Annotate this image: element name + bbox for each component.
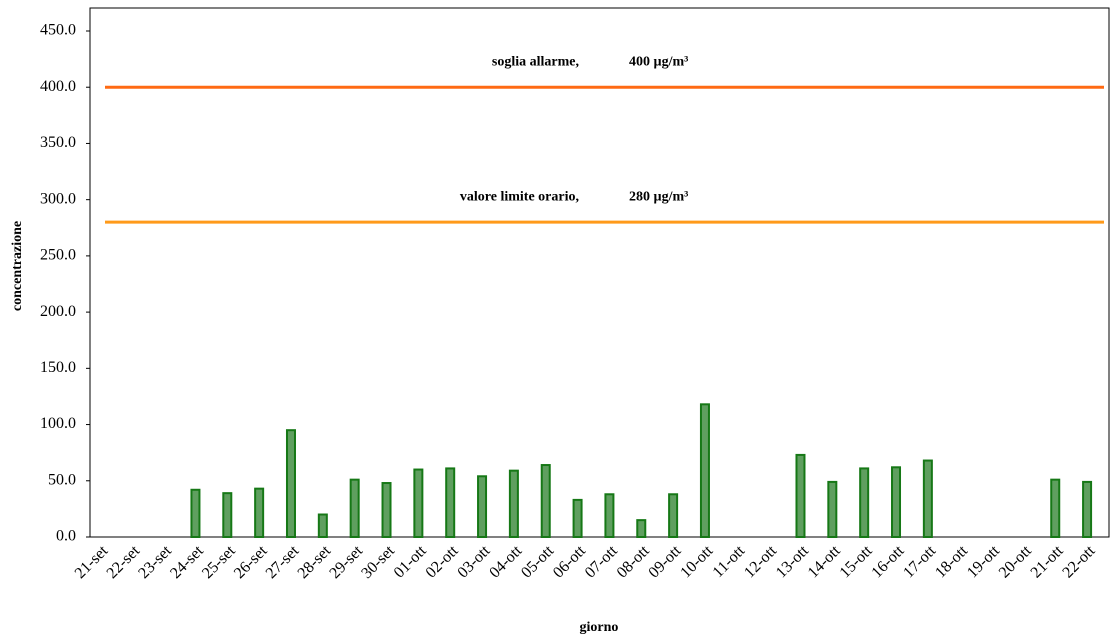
reference-name: valore limite orario,: [460, 189, 579, 204]
y-tick-label: 100.0: [40, 415, 76, 432]
bar: [477, 475, 488, 538]
y-axis-title: concentrazione: [10, 221, 25, 311]
bar: [285, 429, 296, 538]
x-tick-label: 12-ott: [741, 542, 780, 581]
bar: [572, 498, 583, 539]
x-tick-label: 15-ott: [837, 542, 876, 581]
x-tick-label: 11-ott: [710, 542, 749, 581]
x-tick-label: 21-ott: [1028, 542, 1067, 581]
reference-label: 400 µg/m³: [629, 54, 688, 69]
x-tick-label: 22-set: [104, 542, 144, 582]
x-tick-label: 09-ott: [645, 542, 684, 581]
bar: [381, 482, 392, 539]
x-tick-label: 07-ott: [582, 542, 621, 581]
x-tick-label: 20-ott: [996, 542, 1035, 581]
x-tick-label: 06-ott: [550, 542, 589, 581]
bar: [317, 513, 328, 538]
x-tick-label: 01-ott: [391, 542, 430, 581]
bar: [636, 519, 647, 539]
x-tick-label: 28-set: [295, 542, 335, 582]
x-tick-label: 14-ott: [805, 542, 844, 581]
y-tick-label: 300.0: [40, 190, 76, 207]
bar: [445, 467, 456, 538]
x-tick-label: 18-ott: [932, 542, 971, 581]
bar: [349, 478, 360, 538]
plot-frame: [89, 7, 1110, 538]
y-tick-label: 50.0: [48, 471, 76, 488]
y-tick-label: 450.0: [40, 22, 76, 39]
x-tick-label: 19-ott: [964, 542, 1003, 581]
x-tick-label: 23-set: [135, 542, 175, 582]
x-tick-label: 21-set: [72, 542, 112, 582]
x-tick-label: 17-ott: [900, 542, 939, 581]
x-tick-label: 22-ott: [1059, 542, 1098, 581]
bar: [1082, 480, 1093, 538]
x-tick-label: 24-set: [167, 542, 207, 582]
y-tick-label: 0.0: [56, 528, 76, 545]
x-tick-label: 30-set: [358, 542, 398, 582]
x-tick-label: 10-ott: [677, 542, 716, 581]
x-tick-label: 13-ott: [773, 542, 812, 581]
bar: [827, 480, 838, 538]
bar: [254, 487, 265, 539]
bar: [604, 493, 615, 539]
y-tick-label: 200.0: [40, 303, 76, 320]
x-tick-label: 25-set: [199, 542, 239, 582]
bar: [540, 464, 551, 538]
x-tick-label: 27-set: [263, 542, 303, 582]
x-tick-label: 04-ott: [486, 542, 525, 581]
x-tick-label: 03-ott: [454, 542, 493, 581]
y-tick-label: 400.0: [40, 78, 76, 95]
x-axis-title: giorno: [580, 620, 619, 635]
y-tick-label: 350.0: [40, 134, 76, 151]
bar: [668, 493, 679, 539]
bar: [699, 403, 710, 538]
bar: [508, 469, 519, 538]
x-tick-label: 29-set: [326, 542, 366, 582]
x-tick-label: 02-ott: [423, 542, 462, 581]
bar: [795, 453, 806, 538]
bar: [413, 468, 424, 538]
bar: [859, 467, 870, 538]
bar: [222, 492, 233, 538]
x-tick-label: 08-ott: [614, 542, 653, 581]
x-tick-label: 05-ott: [518, 542, 557, 581]
reference-label: 280 µg/m³: [629, 189, 688, 204]
y-tick-label: 250.0: [40, 247, 76, 264]
x-tick-label: 26-set: [231, 542, 271, 582]
y-tick-label: 150.0: [40, 359, 76, 376]
x-tick-label: 16-ott: [868, 542, 907, 581]
bar: [190, 488, 201, 539]
bar: [1050, 478, 1061, 538]
reference-name: soglia allarme,: [492, 54, 579, 69]
bar: [922, 459, 933, 538]
bar: [891, 466, 902, 539]
